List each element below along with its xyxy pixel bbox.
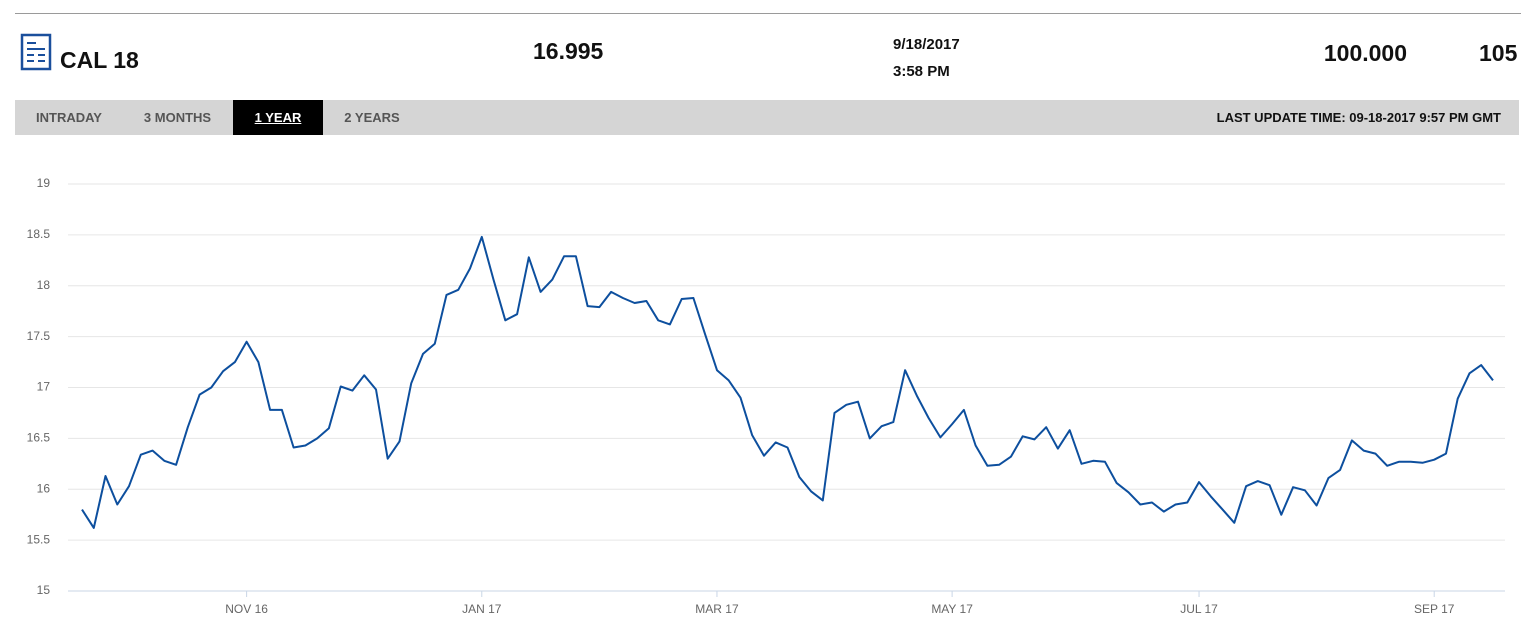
x-tick-label: SEP 17 bbox=[1414, 602, 1455, 616]
last-update: LAST UPDATE TIME: 09-18-2017 9:57 PM GMT bbox=[1216, 110, 1501, 125]
tab-bar: INTRADAY 3 MONTHS 1 YEAR 2 YEARS LAST UP… bbox=[15, 100, 1519, 135]
tab[interactable]: 2 YEARS bbox=[344, 110, 400, 125]
chart: 15 15.5 16 16.5 17 17.5 18 18.5 19 NOV 16 JAN 17 MA… bbox=[27, 176, 1505, 616]
value: 100.000 bbox=[1323, 40, 1407, 66]
y-tick-label: 18.5 bbox=[27, 227, 51, 241]
y-tick-label: 16.5 bbox=[27, 431, 51, 445]
x-tick-label: JAN 17 bbox=[462, 602, 502, 616]
divider bbox=[15, 13, 1521, 14]
x-tick-label: NOV 16 bbox=[225, 602, 268, 616]
y-tick-label: 19 bbox=[37, 176, 51, 190]
icon bbox=[20, 33, 52, 71]
time: 3:58 PM bbox=[893, 63, 950, 80]
x-tick-label: JUL 17 bbox=[1180, 602, 1218, 616]
y-tick-label: 18 bbox=[37, 278, 51, 292]
price: 16.995 bbox=[533, 38, 604, 64]
tab[interactable]: 3 MONTHS bbox=[143, 110, 212, 125]
price-line bbox=[81, 235, 1494, 529]
x-tick-label: MAR 17 bbox=[695, 602, 739, 616]
x-tick-label: MAY 17 bbox=[931, 602, 973, 616]
symbol: CAL 18 bbox=[60, 47, 139, 73]
tab[interactable]: INTRADAY bbox=[36, 110, 102, 125]
y-tick-label: 17 bbox=[37, 380, 51, 394]
y-tick-label: 17.5 bbox=[27, 329, 51, 343]
y-tick-label: 15.5 bbox=[27, 532, 51, 546]
tab-active[interactable]: 1 YEAR bbox=[233, 100, 323, 135]
y-tick-label: 15 bbox=[37, 583, 51, 597]
date: 9/18/2017 bbox=[893, 36, 960, 53]
extra: 105 bbox=[1479, 40, 1518, 66]
y-tick-label: 16 bbox=[37, 481, 51, 495]
